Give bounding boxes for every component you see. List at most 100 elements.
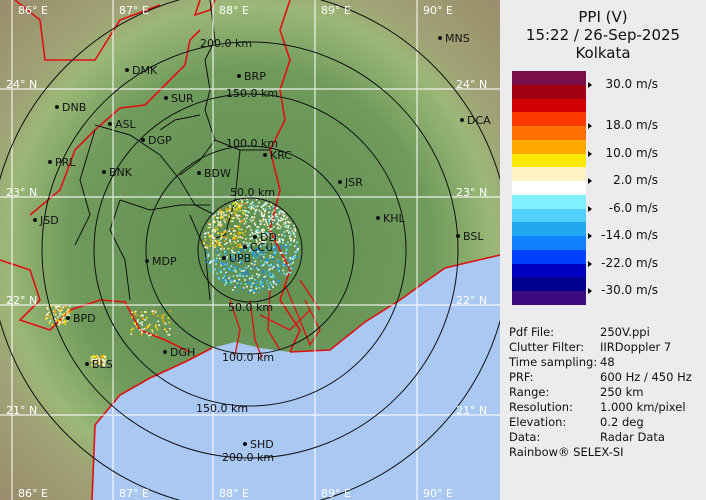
- echo-pixel: [64, 321, 66, 323]
- echo-pixel: [225, 207, 228, 210]
- echo-pixel: [62, 318, 64, 321]
- echo-pixel: [241, 268, 244, 271]
- echo-pixel: [246, 255, 248, 258]
- latitude-label: 22° N: [456, 294, 487, 307]
- city-label: ASL: [115, 118, 137, 131]
- echo-pixel: [95, 360, 98, 362]
- city-marker: [237, 74, 241, 78]
- echo-pixel: [278, 233, 280, 236]
- ring-label: 150.0 km: [196, 402, 248, 415]
- scale-label: 2.0 m/s: [613, 173, 658, 187]
- echo-pixel: [242, 220, 244, 223]
- echo-pixel: [263, 237, 265, 239]
- info-key: Range:: [509, 385, 550, 399]
- echo-pixel: [152, 313, 155, 315]
- echo-pixel: [50, 305, 52, 307]
- echo-pixel: [262, 281, 264, 284]
- echo-pixel: [295, 251, 298, 253]
- echo-pixel: [258, 287, 260, 289]
- echo-pixel: [225, 282, 227, 285]
- echo-pixel: [66, 320, 69, 322]
- echo-pixel: [270, 204, 273, 206]
- echo-pixel: [146, 317, 148, 319]
- echo-pixel: [238, 252, 241, 254]
- echo-pixel: [266, 249, 269, 251]
- echo-pixel: [296, 249, 299, 251]
- echo-pixel: [264, 278, 267, 280]
- echo-pixel: [220, 271, 222, 274]
- echo-pixel: [256, 226, 259, 228]
- echo-pixel: [280, 225, 282, 228]
- echo-pixel: [258, 253, 261, 256]
- echo-pixel: [46, 308, 49, 310]
- echo-pixel: [272, 238, 275, 241]
- echo-pixel: [273, 252, 276, 255]
- echo-pixel: [238, 256, 241, 258]
- echo-pixel: [253, 291, 255, 294]
- echo-pixel: [245, 211, 247, 213]
- echo-pixel: [226, 210, 228, 212]
- echo-pixel: [264, 270, 267, 272]
- echo-pixel: [211, 261, 214, 264]
- echo-pixel: [219, 270, 221, 272]
- echo-pixel: [281, 252, 284, 254]
- echo-pixel: [247, 243, 250, 246]
- echo-pixel: [67, 308, 69, 311]
- echo-pixel: [247, 273, 249, 276]
- color-band: [512, 194, 586, 210]
- color-band: [512, 112, 586, 127]
- radar-echoes: [45, 197, 300, 367]
- echo-pixel: [253, 213, 256, 215]
- echo-pixel: [225, 214, 227, 216]
- echo-pixel: [269, 222, 271, 225]
- city-label: DMK: [132, 64, 158, 77]
- echo-pixel: [52, 313, 54, 316]
- echo-pixel: [154, 310, 157, 312]
- echo-pixel: [210, 260, 213, 262]
- echo-pixel: [103, 355, 105, 357]
- echo-pixel: [245, 221, 247, 223]
- echo-pixel: [263, 244, 265, 247]
- echo-pixel: [266, 202, 268, 204]
- echo-pixel: [251, 250, 253, 253]
- echo-pixel: [133, 322, 136, 324]
- echo-pixel: [214, 245, 216, 247]
- echo-pixel: [273, 252, 276, 254]
- color-band: [512, 291, 586, 306]
- echo-pixel: [214, 240, 216, 242]
- datetime: 15:22 / 26-Sep-2025: [525, 26, 681, 44]
- echo-pixel: [256, 205, 259, 207]
- city-marker: [102, 170, 106, 174]
- echo-pixel: [234, 251, 236, 254]
- longitude-label: 90° E: [423, 4, 453, 17]
- echo-pixel: [292, 258, 295, 261]
- echo-pixel: [292, 256, 295, 258]
- tick-mark: [588, 206, 592, 212]
- echo-pixel: [257, 235, 260, 238]
- echo-pixel: [154, 311, 157, 314]
- echo-pixel: [49, 320, 51, 322]
- city-label: BNK: [109, 166, 133, 179]
- echo-pixel: [59, 312, 61, 315]
- echo-pixel: [157, 320, 159, 323]
- lat-lon-grid: [0, 0, 500, 500]
- longitude-label: 88° E: [219, 487, 249, 500]
- echo-pixel: [54, 320, 57, 323]
- echo-pixel: [261, 215, 263, 217]
- echo-pixel: [141, 323, 143, 326]
- echo-pixel: [268, 220, 270, 223]
- echo-pixel: [240, 261, 243, 263]
- echo-pixel: [261, 264, 263, 266]
- echo-pixel: [271, 239, 273, 241]
- echo-pixel: [286, 229, 288, 232]
- echo-pixel: [169, 310, 172, 313]
- echo-pixel: [243, 270, 245, 272]
- echo-pixel: [274, 214, 277, 216]
- city-label: DGP: [148, 134, 172, 147]
- echo-pixel: [262, 208, 265, 211]
- echo-pixel: [272, 263, 275, 265]
- echo-pixel: [67, 312, 70, 314]
- echo-pixel: [281, 238, 283, 240]
- echo-pixel: [241, 288, 244, 290]
- echo-pixel: [223, 235, 226, 238]
